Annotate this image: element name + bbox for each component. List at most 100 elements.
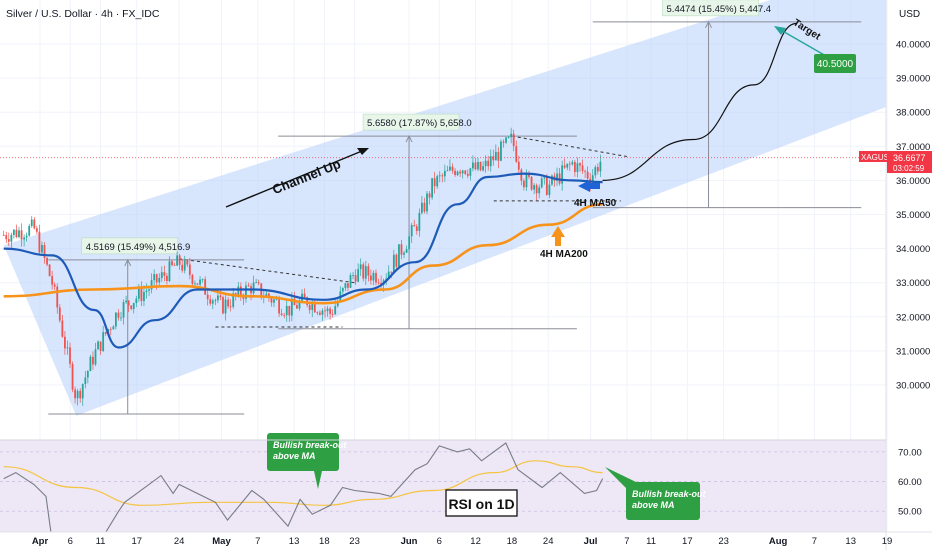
candle-body xyxy=(38,231,41,253)
candle-body xyxy=(400,244,403,255)
candle-body xyxy=(520,169,523,181)
candle-body xyxy=(69,347,71,364)
time-tick-label: Aug xyxy=(769,536,788,547)
candle-body xyxy=(591,175,594,185)
candle-body xyxy=(237,286,240,296)
candle-body xyxy=(130,305,133,309)
candle-body xyxy=(418,212,421,231)
candle-body xyxy=(217,295,219,301)
target-price-badge xyxy=(814,54,856,73)
measure-label-bg xyxy=(81,237,179,255)
time-tick-label: 24 xyxy=(174,536,185,547)
candle-body xyxy=(224,299,227,314)
time-tick-label: 7 xyxy=(624,536,629,547)
currency-label: USD xyxy=(899,9,920,20)
price-tick-label: 38.0000 xyxy=(896,108,930,119)
candle-body xyxy=(15,229,18,238)
candle-body xyxy=(194,283,196,285)
time-tick-label: 13 xyxy=(845,536,856,547)
candle-body xyxy=(530,176,533,190)
rsi-axis[interactable]: 50.00 60.00 70.00 xyxy=(898,447,922,517)
ma50-arrow xyxy=(578,180,600,192)
candle-body xyxy=(561,165,564,184)
candle-body xyxy=(150,280,153,290)
target-price-text: 40.5000 xyxy=(817,59,854,70)
candle-body xyxy=(191,274,194,284)
time-tick-label: 19 xyxy=(882,536,893,547)
candle-body xyxy=(469,168,472,176)
candle-body xyxy=(222,297,224,314)
candle-body xyxy=(257,282,260,284)
candle-body xyxy=(188,264,191,275)
time-tick-label: 11 xyxy=(646,536,656,547)
rsi-tick-label: 60.00 xyxy=(898,477,922,488)
candle-body xyxy=(441,175,444,177)
candle-body xyxy=(423,202,426,212)
candle-body xyxy=(344,283,347,289)
candle-body xyxy=(523,180,525,188)
candle-body xyxy=(474,162,477,170)
candle-body xyxy=(341,288,344,292)
candle-body xyxy=(426,193,428,212)
candle-body xyxy=(507,137,510,139)
candle-body xyxy=(505,137,507,143)
svg-text:Bullish break-out above MA: Bullish break-out above MA xyxy=(273,440,349,461)
candle-body xyxy=(380,282,382,285)
time-tick-label: 11 xyxy=(96,536,106,547)
candle-body xyxy=(433,178,436,187)
candle-body xyxy=(35,228,38,232)
candle-body xyxy=(135,298,138,304)
candle-body xyxy=(596,167,599,172)
price-axis[interactable]: 30.0000 31.0000 32.0000 33.0000 34.0000 35.00… xyxy=(896,40,930,392)
candle-body xyxy=(275,299,278,301)
time-tick-label: Jul xyxy=(584,536,598,547)
candle-body xyxy=(398,244,400,267)
channel-up-arrow xyxy=(225,148,369,208)
candle-body xyxy=(79,390,82,399)
time-tick-label: 7 xyxy=(812,536,817,547)
time-tick-label: 17 xyxy=(682,536,693,547)
candle-body xyxy=(46,257,48,265)
chart-title: Silver / U.S. Dollar · 4h · FX_IDC xyxy=(6,8,160,20)
candle-body xyxy=(239,286,242,297)
candle-body xyxy=(443,170,446,177)
candle-body xyxy=(232,293,235,307)
candle-body xyxy=(319,312,321,315)
candle-body xyxy=(431,178,433,198)
candle-body xyxy=(545,177,548,195)
rsi-note-1: Bullish break-out above MA xyxy=(267,433,349,489)
ma50-label: 4H MA50 xyxy=(574,198,617,209)
candle-body xyxy=(209,299,212,304)
candle-body xyxy=(568,163,571,165)
candle-body xyxy=(25,235,28,238)
time-axis[interactable]: Apr 6 11 17 24 May 7 13 18 23 Jun 6 12 18 24 Jul 7 11 17 23… xyxy=(32,536,892,547)
candle-body xyxy=(153,274,156,281)
candle-body xyxy=(497,151,500,161)
price-tick-label: 30.0000 xyxy=(896,381,930,392)
candle-body xyxy=(30,219,33,226)
time-tick-label: 6 xyxy=(68,536,73,547)
candle-body xyxy=(102,332,105,351)
candle-body xyxy=(494,151,497,161)
ma200-line xyxy=(3,203,603,305)
candle-body xyxy=(199,279,201,285)
candle-body xyxy=(158,278,161,283)
candle-body xyxy=(477,161,479,170)
candle-body xyxy=(66,347,69,349)
price-tag: XAGUSD 36.6677 03:02:59 xyxy=(859,151,932,173)
candle-body xyxy=(395,254,398,267)
time-tick-label: 18 xyxy=(319,536,330,547)
candle-body xyxy=(163,272,166,276)
candle-body xyxy=(18,230,20,238)
price-tick-label: 36.0000 xyxy=(896,176,930,187)
measure-arrowhead xyxy=(705,20,712,29)
candle-body xyxy=(303,293,306,298)
candle-body xyxy=(160,272,163,279)
candle-body xyxy=(140,288,143,302)
ma200-arrow xyxy=(551,226,565,246)
candle-body xyxy=(594,167,597,176)
rsi-note-2: Bullish break-out above MA xyxy=(605,467,707,520)
candle-body xyxy=(270,298,273,303)
time-tick-label: 23 xyxy=(718,536,729,547)
